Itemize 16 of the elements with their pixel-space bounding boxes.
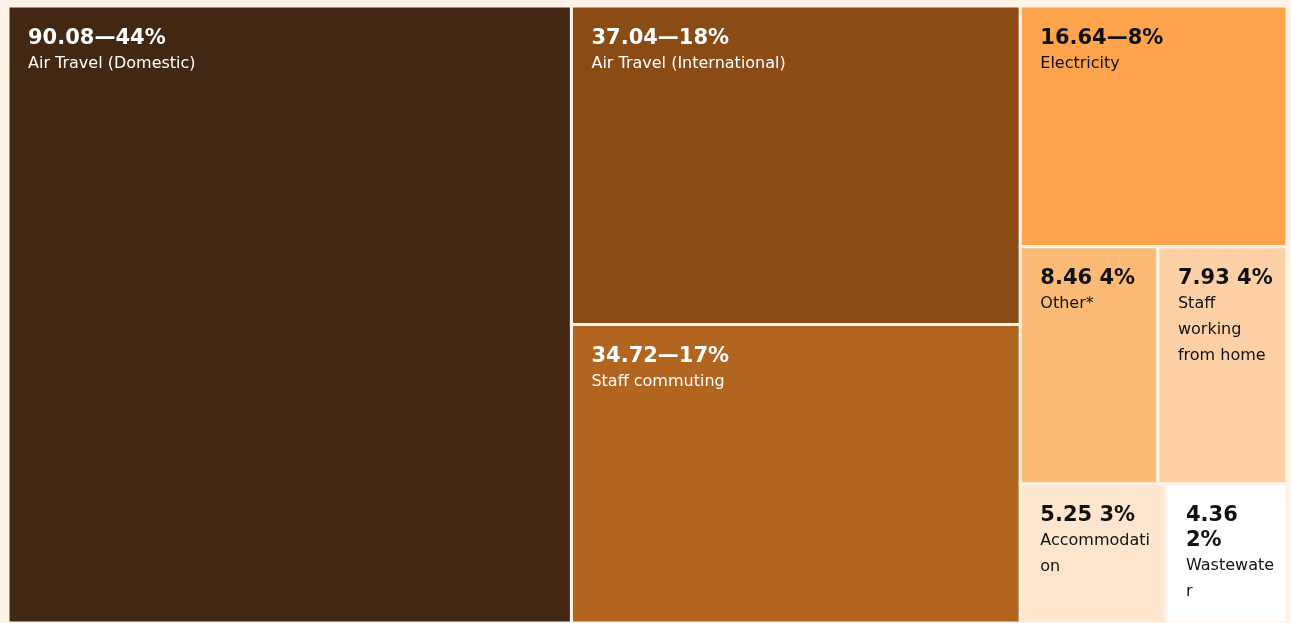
data-label: 8.46 4% bbox=[1040, 265, 1136, 290]
data-label: 16.64—8% bbox=[1040, 24, 1164, 49]
data-label: 34.72—17% bbox=[591, 342, 730, 367]
category-label: Staff commuting bbox=[591, 370, 725, 390]
category-label: Wastewater bbox=[1186, 555, 1275, 601]
category-label: Staff working from home bbox=[1177, 293, 1266, 365]
data-label: 5.25 3% bbox=[1040, 502, 1136, 527]
data-label: 4.36 2% bbox=[1186, 502, 1238, 552]
data-label: 37.04—18% bbox=[591, 24, 730, 49]
category-label: Accommodation bbox=[1040, 530, 1150, 576]
data-label: 7.93 4% bbox=[1177, 265, 1273, 290]
category-label: Other* bbox=[1040, 293, 1094, 313]
category-label: Air Travel (Domestic) bbox=[28, 52, 196, 72]
category-label: Air Travel (International) bbox=[591, 52, 786, 72]
category-label: Electricity bbox=[1040, 52, 1120, 72]
data-label: 90.08—44% bbox=[28, 24, 166, 49]
